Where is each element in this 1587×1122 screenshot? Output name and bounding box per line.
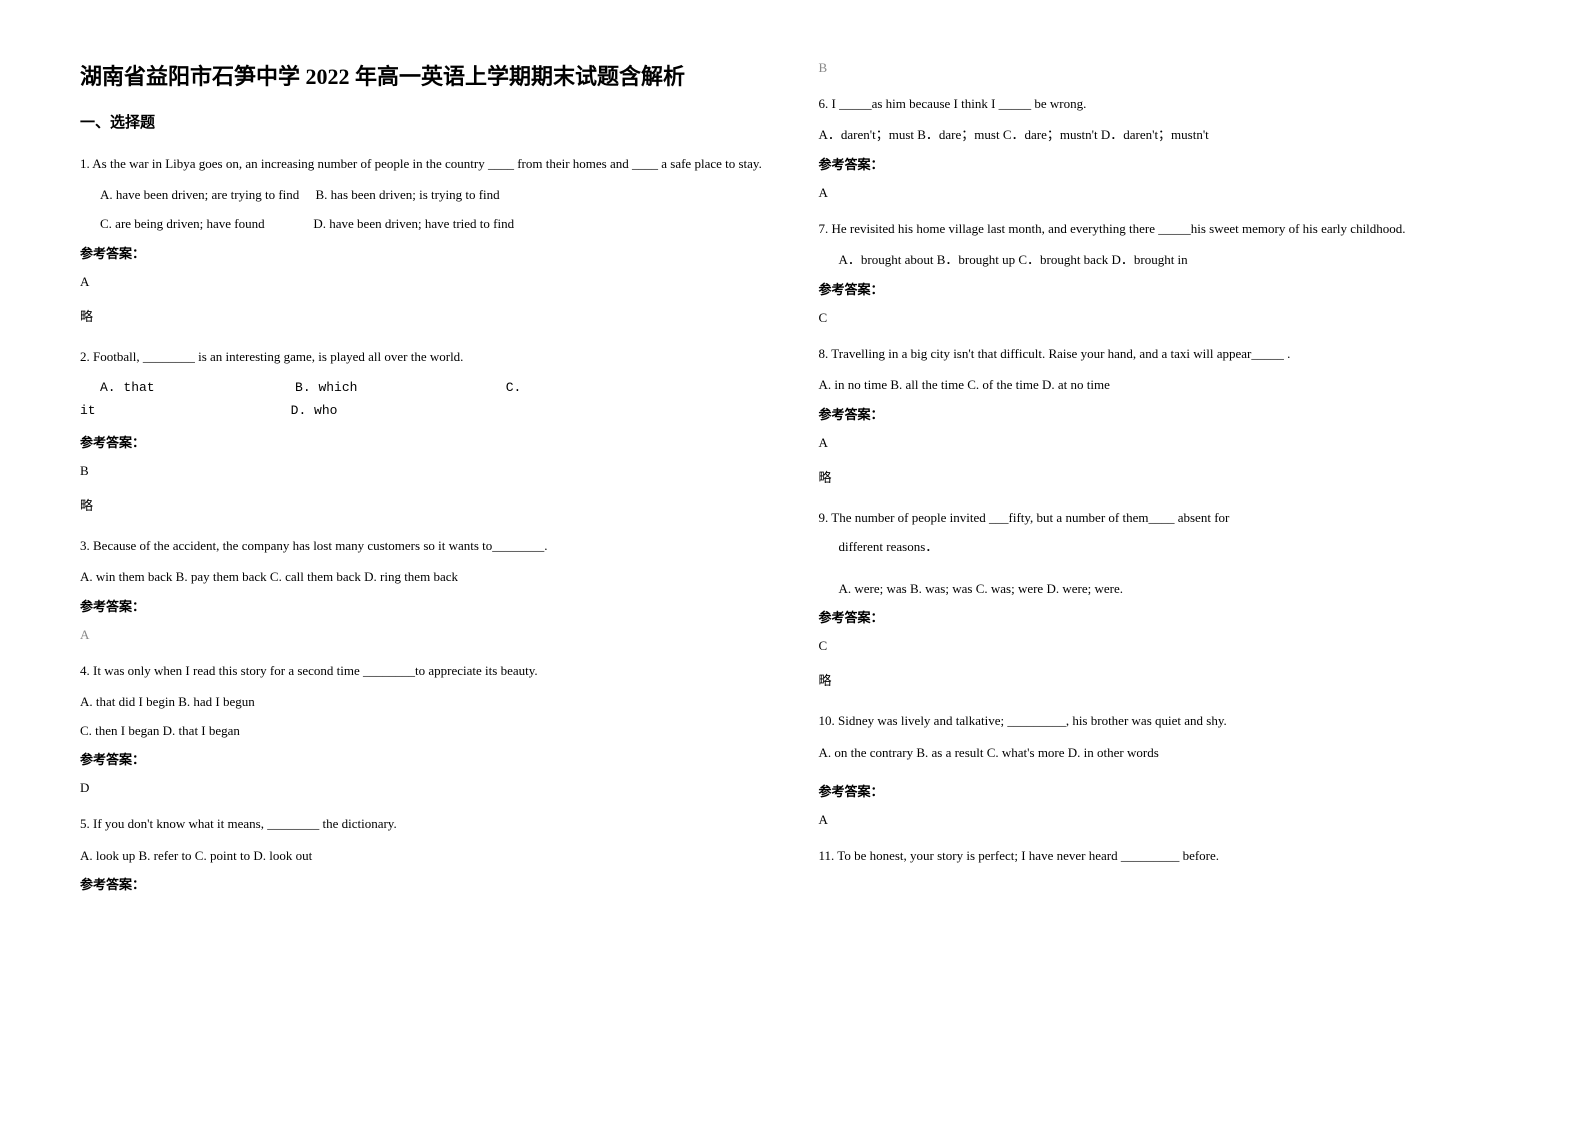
q1-opt-b: B. has been driven; is trying to find — [316, 187, 500, 202]
q4-options-1: A. that did I begin B. had I begun — [80, 688, 769, 717]
q10-answer-label: 参考答案： — [819, 781, 1508, 800]
q4-answer-label: 参考答案： — [80, 749, 769, 768]
q3-options: A. win them back B. pay them back C. cal… — [80, 563, 769, 592]
document-title: 湖南省益阳市石笋中学 2022 年高一英语上学期期末试题含解析 — [80, 60, 769, 93]
q7-options: A．brought about B．brought up C．brought b… — [839, 246, 1508, 275]
q5-answer-label: 参考答案： — [80, 874, 769, 893]
right-column: B 6. I _____as him because I think I ___… — [819, 60, 1508, 905]
q2-opt-a: A. that — [100, 380, 155, 395]
q10-options: A. on the contrary B. as a result C. wha… — [819, 739, 1508, 768]
question-9-line2: different reasons． — [839, 535, 1508, 558]
q1-answer-label: 参考答案： — [80, 243, 769, 262]
q1-opt-a: A. have been driven; are trying to find — [100, 187, 299, 202]
q6-answer: A — [819, 185, 1508, 201]
q1-skip: 略 — [80, 306, 769, 325]
section-header: 一、选择题 — [80, 111, 769, 132]
q5-options: A. look up B. refer to C. point to D. lo… — [80, 842, 769, 871]
q1-opt-c: C. are being driven; have found — [100, 216, 265, 231]
q9-answer: C — [819, 638, 1508, 654]
left-column: 湖南省益阳市石笋中学 2022 年高一英语上学期期末试题含解析 一、选择题 1.… — [80, 60, 769, 905]
q9-answer-label: 参考答案： — [819, 607, 1508, 626]
q1-options: A. have been driven; are trying to find … — [100, 181, 769, 238]
q1-opt-d: D. have been driven; have tried to find — [313, 216, 514, 231]
q2-skip: 略 — [80, 495, 769, 514]
q6-answer-label: 参考答案： — [819, 154, 1508, 173]
question-10: 10. Sidney was lively and talkative; ___… — [819, 709, 1508, 732]
q7-answer-label: 参考答案： — [819, 279, 1508, 298]
question-5: 5. If you don't know what it means, ____… — [80, 812, 769, 835]
q8-skip: 略 — [819, 467, 1508, 486]
q6-options: A．daren't；must B．dare；must C．dare；mustn'… — [819, 121, 1508, 150]
q8-answer-label: 参考答案： — [819, 404, 1508, 423]
question-9: 9. The number of people invited ___fifty… — [819, 506, 1508, 529]
q8-answer: A — [819, 435, 1508, 451]
q2-options-line2: it D. who — [80, 403, 769, 418]
q4-answer: D — [80, 780, 769, 796]
q4-options-2: C. then I began D. that I began — [80, 717, 769, 746]
q3-answer: A — [80, 627, 769, 643]
q2-opt-c: C. — [506, 380, 522, 395]
q3-answer-label: 参考答案： — [80, 596, 769, 615]
q1-answer: A — [80, 274, 769, 290]
question-8: 8. Travelling in a big city isn't that d… — [819, 342, 1508, 365]
question-4: 4. It was only when I read this story fo… — [80, 659, 769, 682]
question-3: 3. Because of the accident, the company … — [80, 534, 769, 557]
q9-options: A. were; was B. was; was C. was; were D.… — [839, 575, 1508, 604]
q9-skip: 略 — [819, 670, 1508, 689]
q2-answer-label: 参考答案： — [80, 432, 769, 451]
question-2: 2. Football, ________ is an interesting … — [80, 345, 769, 368]
question-6: 6. I _____as him because I think I _____… — [819, 92, 1508, 115]
q10-answer: A — [819, 812, 1508, 828]
q2-answer: B — [80, 463, 769, 479]
question-11: 11. To be honest, your story is perfect;… — [819, 844, 1508, 867]
q2-opt-d: D. who — [291, 403, 338, 418]
q8-options: A. in no time B. all the time C. of the … — [819, 371, 1508, 400]
q7-answer: C — [819, 310, 1508, 326]
q2-opt-c2: it — [80, 403, 96, 418]
question-1: 1. As the war in Libya goes on, an incre… — [80, 152, 769, 175]
question-7: 7. He revisited his home village last mo… — [819, 217, 1508, 240]
q2-opt-b: B. which — [295, 380, 357, 395]
q5-answer: B — [819, 60, 1508, 76]
q2-options: A. that B. which C. — [100, 374, 769, 403]
